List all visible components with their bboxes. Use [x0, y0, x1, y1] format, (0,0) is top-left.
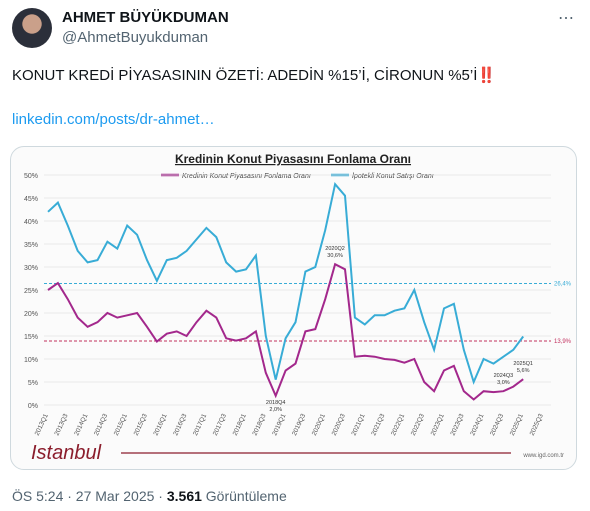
- chart: Kredinin Konut Piyasasını Fonlama Oranı K…: [24, 152, 572, 464]
- x-tick-label: 2022Q3: [410, 413, 426, 437]
- series-line: [47, 182, 525, 385]
- y-tick-label: 30%: [24, 265, 38, 272]
- point-label: 2018Q4: [266, 400, 286, 406]
- post-image[interactable]: Kredinin Konut Piyasasını Fonlama Oranı K…: [10, 146, 577, 470]
- y-tick-label: 15%: [24, 334, 38, 341]
- x-tick-label: 2016Q3: [172, 413, 188, 437]
- x-tick-label: 2025Q1: [509, 413, 525, 437]
- x-tick-label: 2013Q1: [34, 413, 50, 437]
- x-tick-label: 2023Q1: [430, 413, 446, 437]
- data-label: 30,6%: [327, 253, 343, 259]
- source: www.igd.com.tr: [522, 453, 564, 459]
- x-tick-label: 2023Q3: [449, 413, 465, 437]
- y-tick-label: 50%: [24, 173, 38, 180]
- y-tick-label: 10%: [24, 357, 38, 364]
- data-label: 2,0%: [269, 407, 282, 413]
- x-tick-label: 2016Q1: [152, 413, 168, 437]
- post-link[interactable]: linkedin.com/posts/dr-ahmet…: [12, 111, 215, 128]
- y-tick-label: 35%: [24, 242, 38, 249]
- legend-label: Kredinin Konut Piyasasını Fonlama Oranı: [182, 173, 311, 180]
- x-tick-label: 2021Q1: [350, 413, 366, 437]
- post-text: KONUT KREDİ PİYASASININ ÖZETİ: ADEDİN %1…: [12, 67, 497, 84]
- author-handle[interactable]: @AhmetBuyukduman: [62, 29, 209, 46]
- chart-title: Kredinin Konut Piyasasını Fonlama Oranı: [175, 152, 411, 166]
- y-tick-label: 5%: [28, 380, 38, 387]
- y-tick-label: 25%: [24, 288, 38, 295]
- x-tick-label: 2017Q3: [212, 413, 228, 437]
- x-tick-label: 2017Q1: [192, 413, 208, 437]
- avatar[interactable]: [12, 8, 52, 48]
- x-tick-label: 2019Q1: [271, 413, 287, 437]
- x-tick-label: 2022Q1: [390, 413, 406, 437]
- post-time: ÖS 5:24 · 27 Mar 2025 ·: [12, 488, 167, 504]
- post-meta: ÖS 5:24 · 27 Mar 2025 · 3.561 Görüntülem…: [12, 488, 287, 504]
- view-label: Görüntüleme: [205, 488, 287, 504]
- more-menu[interactable]: ⋯: [558, 10, 574, 27]
- point-label: 2020Q2: [325, 246, 345, 252]
- x-tick-label: 2020Q1: [311, 413, 327, 437]
- logo: Istanbul: [31, 442, 102, 464]
- y-tick-label: 45%: [24, 196, 38, 203]
- legend-label: İpotekli Konut Satışı Oranı: [352, 172, 434, 180]
- x-tick-label: 2018Q1: [232, 413, 248, 437]
- y-tick-label: 0%: [28, 403, 38, 410]
- point-label: 2024Q3: [494, 373, 514, 379]
- x-tick-label: 2020Q3: [331, 413, 347, 437]
- reference-label: 13,9%: [554, 339, 572, 345]
- data-label: 5,6%: [517, 368, 530, 374]
- y-tick-label: 40%: [24, 219, 38, 226]
- x-tick-label: 2015Q1: [113, 413, 129, 437]
- x-tick-label: 2014Q3: [93, 413, 109, 437]
- data-label: 3,0%: [497, 380, 510, 386]
- x-tick-label: 2025Q3: [529, 413, 545, 437]
- x-tick-label: 2024Q1: [469, 413, 485, 437]
- reference-label: 26,4%: [554, 282, 572, 288]
- x-tick-label: 2014Q1: [73, 413, 89, 437]
- x-tick-label: 2024Q3: [489, 413, 505, 437]
- x-tick-label: 2021Q3: [370, 413, 386, 437]
- point-label: 2025Q1: [513, 361, 533, 367]
- x-tick-label: 2015Q3: [133, 413, 149, 437]
- x-tick-label: 2013Q3: [53, 413, 69, 437]
- y-tick-label: 20%: [24, 311, 38, 318]
- view-count: 3.561: [166, 488, 202, 504]
- x-tick-label: 2019Q3: [291, 413, 307, 437]
- x-tick-label: 2018Q3: [251, 413, 267, 437]
- author-name[interactable]: AHMET BÜYÜKDUMAN: [62, 9, 229, 26]
- series-line: [47, 262, 524, 401]
